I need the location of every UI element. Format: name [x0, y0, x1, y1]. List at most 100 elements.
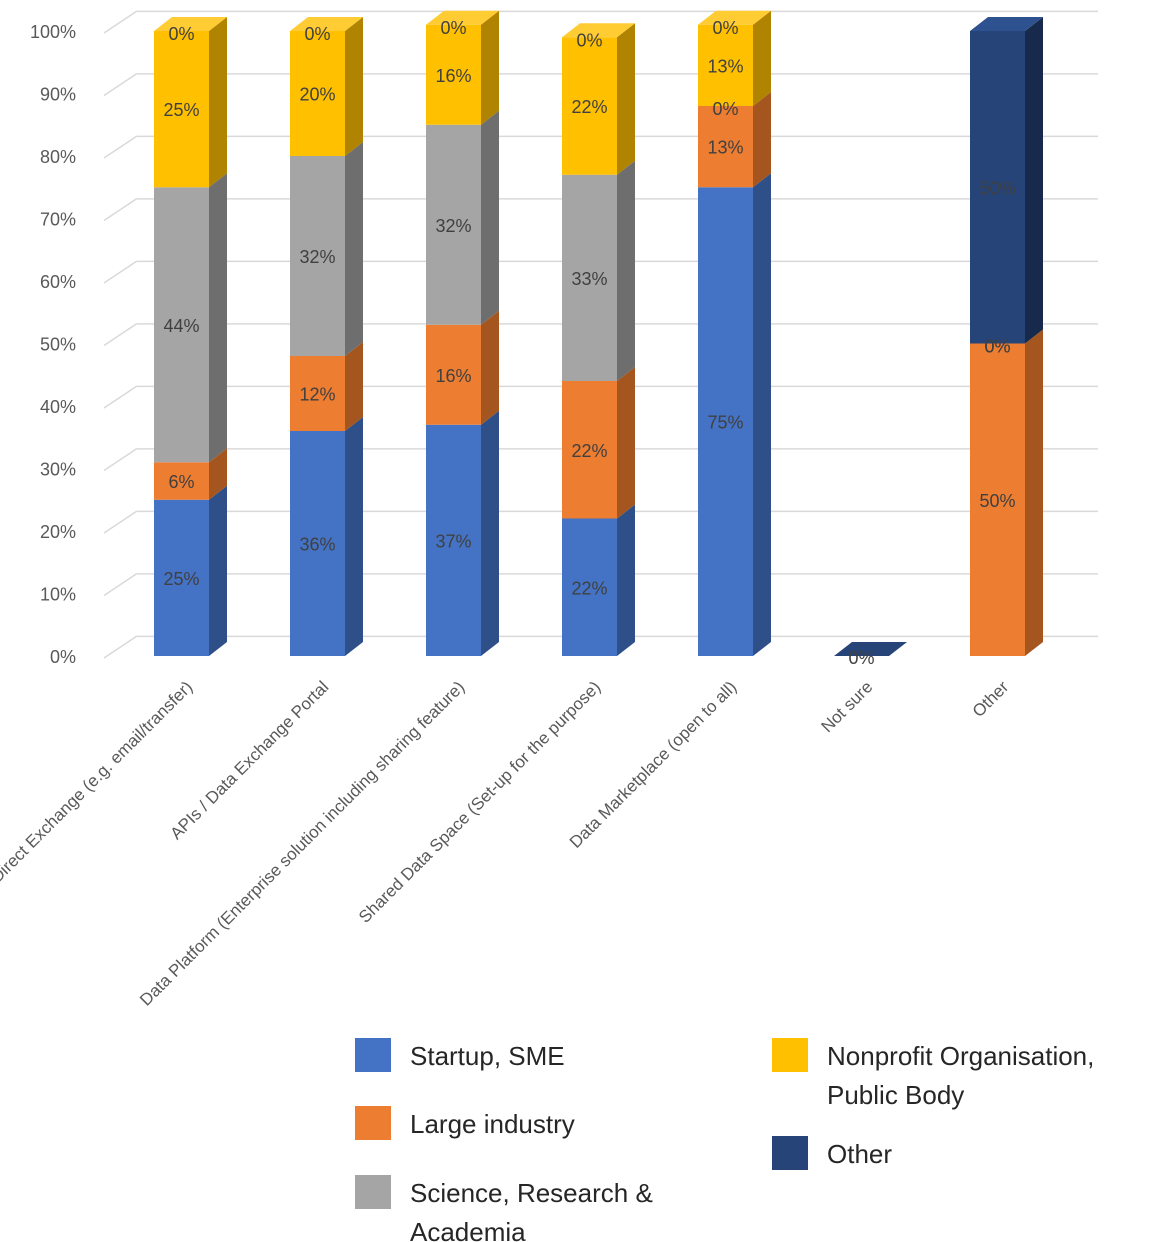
- y-tick-label: 40%: [40, 397, 76, 417]
- data-label: 20%: [299, 85, 335, 105]
- gridline-diagonal: [103, 510, 137, 534]
- legend-item: Nonprofit Organisation, Public Body: [772, 1038, 1094, 1110]
- bar-segment-side: [617, 367, 635, 519]
- data-label: 37%: [435, 531, 471, 551]
- y-tick-label: 20%: [40, 522, 76, 542]
- data-label: 44%: [163, 316, 199, 336]
- gridline-diagonal: [103, 573, 137, 597]
- data-label: 0%: [576, 30, 602, 50]
- legend-label: Large industry: [410, 1109, 575, 1139]
- gridline-diagonal: [103, 635, 137, 659]
- bar-segment-side: [209, 173, 227, 463]
- bar-segment: [290, 431, 345, 656]
- y-axis: 0% 10% 20% 30% 40% 50% 60% 70% 80% 90% 100%: [30, 22, 76, 667]
- legend-label: Other: [827, 1139, 892, 1169]
- data-label: 6%: [168, 472, 194, 492]
- data-label: 33%: [571, 269, 607, 289]
- bar-segment: [154, 499, 209, 656]
- data-label: 13%: [707, 56, 743, 76]
- data-label: 22%: [571, 97, 607, 117]
- data-label: 16%: [435, 366, 471, 386]
- data-label: 0%: [304, 24, 330, 44]
- legend-swatch: [355, 1175, 391, 1209]
- bar-segment: [426, 24, 481, 125]
- data-label: 32%: [435, 216, 471, 236]
- bar-top: [970, 17, 1043, 31]
- bar-top: [562, 23, 635, 38]
- legend-swatch: [772, 1038, 808, 1072]
- bar-top: [834, 642, 907, 656]
- bar-segment-side: [345, 342, 363, 431]
- data-label: 22%: [571, 441, 607, 461]
- bar-top: [698, 10, 771, 25]
- legend-swatch: [355, 1038, 391, 1072]
- data-label: 0%: [848, 648, 874, 668]
- legend-swatch: [355, 1106, 391, 1140]
- x-tick-label: Data Marketplace (open to all): [566, 677, 740, 851]
- data-label: 50%: [979, 178, 1015, 198]
- x-tick-label: Shared Data Space (Set-up for the purpos…: [355, 677, 604, 926]
- data-label: 36%: [299, 535, 335, 555]
- data-label: 0%: [712, 18, 738, 38]
- data-label: 12%: [299, 385, 335, 405]
- bar-segment: [698, 187, 753, 656]
- data-label: 32%: [299, 247, 335, 267]
- legend-label: Nonprofit Organisation,: [827, 1041, 1094, 1071]
- x-tick-label: Not sure: [817, 677, 876, 736]
- bar-segment-side: [1025, 17, 1043, 344]
- bar-segment: [154, 31, 209, 188]
- legend-swatch: [772, 1136, 808, 1170]
- data-label: 16%: [435, 66, 471, 86]
- gridline-diagonal: [103, 448, 137, 472]
- data-label: 0%: [440, 18, 466, 38]
- gridline-diagonal: [103, 323, 137, 347]
- bar-segment-side: [617, 160, 635, 381]
- legend-item: Large industry: [355, 1106, 575, 1140]
- y-tick-label: 30%: [40, 460, 76, 480]
- legend-item: Startup, SME: [355, 1038, 565, 1072]
- data-label: 50%: [979, 491, 1015, 511]
- legend-label: Public Body: [827, 1080, 964, 1110]
- data-label: 0%: [984, 337, 1010, 357]
- y-tick-label: 0%: [50, 647, 76, 667]
- bar-segment-side: [209, 448, 227, 500]
- bar-segment-side: [481, 410, 499, 656]
- bar-segment: [426, 424, 481, 656]
- bar-segment: [290, 356, 345, 431]
- data-label: 0%: [168, 24, 194, 44]
- x-tick-label: Direct Exchange (e.g. email/transfer): [0, 677, 196, 886]
- data-label: 25%: [163, 569, 199, 589]
- bar-segment: [290, 31, 345, 156]
- gridline-diagonal: [103, 260, 137, 284]
- x-tick-label: Data Platform (Enterprise solution inclu…: [136, 677, 468, 1009]
- data-label: 25%: [163, 100, 199, 120]
- gridline-diagonal: [103, 135, 137, 159]
- bar-top: [290, 17, 363, 31]
- legend-item: Other: [772, 1136, 892, 1170]
- y-tick-label: 60%: [40, 272, 76, 292]
- gridline-diagonal: [103, 385, 137, 409]
- y-tick-label: 10%: [40, 585, 76, 605]
- bar-segment-side: [753, 173, 771, 656]
- y-tick-label: 70%: [40, 210, 76, 230]
- bar-segment-side: [1025, 329, 1043, 656]
- bar-segment-side: [209, 485, 227, 656]
- y-tick-label: 100%: [30, 22, 76, 42]
- data-label: 75%: [707, 413, 743, 433]
- bar-segment: [562, 381, 617, 519]
- y-tick-label: 90%: [40, 85, 76, 105]
- bars: [154, 10, 1043, 656]
- bar-segment: [426, 124, 481, 325]
- y-tick-label: 50%: [40, 335, 76, 355]
- bar-segment: [970, 31, 1025, 344]
- bar-segment-side: [481, 110, 499, 325]
- x-tick-label: APIs / Data Exchange Portal: [167, 677, 333, 843]
- legend-label: Startup, SME: [410, 1041, 565, 1071]
- bar-segment: [154, 187, 209, 463]
- bar-segment: [698, 24, 753, 106]
- bar-segment: [562, 174, 617, 381]
- bar-segment-side: [753, 92, 771, 188]
- bar-segment-side: [209, 17, 227, 188]
- y-tick-label: 80%: [40, 147, 76, 167]
